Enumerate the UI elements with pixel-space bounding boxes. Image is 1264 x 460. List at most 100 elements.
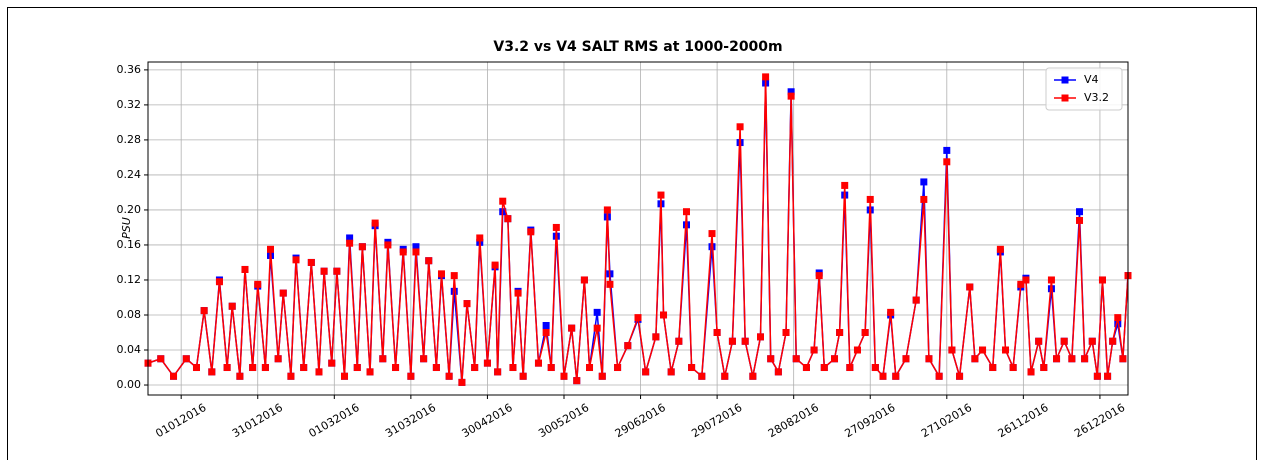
data-point xyxy=(603,206,611,214)
x-tick-label: 31032016 xyxy=(383,401,438,440)
series-line xyxy=(147,82,1129,383)
data-point xyxy=(866,195,874,203)
data-point xyxy=(499,197,507,205)
data-point xyxy=(948,346,956,354)
data-point xyxy=(445,372,453,380)
data-point xyxy=(261,364,269,372)
data-point xyxy=(458,378,466,386)
data-point xyxy=(200,307,208,315)
y-tick-label: 0.32 xyxy=(117,98,142,111)
data-point xyxy=(182,355,190,363)
data-point xyxy=(504,215,512,223)
data-point xyxy=(966,283,974,291)
x-tick-label: 27102016 xyxy=(919,401,974,440)
data-point xyxy=(366,368,374,376)
data-point xyxy=(815,272,823,280)
data-point xyxy=(307,258,315,266)
data-point xyxy=(254,280,262,288)
data-point xyxy=(358,243,366,251)
grid xyxy=(148,62,1128,395)
data-point xyxy=(792,355,800,363)
data-point xyxy=(483,359,491,367)
data-point xyxy=(580,276,588,284)
data-point xyxy=(208,368,216,376)
legend-label: V3.2 xyxy=(1084,91,1109,104)
data-point xyxy=(371,219,379,227)
data-point xyxy=(1022,276,1030,284)
y-tick-label: 0.36 xyxy=(117,63,142,76)
data-point xyxy=(989,364,997,372)
data-point xyxy=(586,364,594,372)
x-tick-label: 27092016 xyxy=(842,401,897,440)
x-tick-label: 26122016 xyxy=(1072,401,1127,440)
data-point xyxy=(315,368,323,376)
data-point xyxy=(1027,368,1035,376)
data-point xyxy=(407,372,415,380)
data-point xyxy=(935,372,943,380)
data-point xyxy=(519,372,527,380)
data-point xyxy=(287,372,295,380)
y-tick-label: 0.08 xyxy=(117,308,142,321)
y-tick-label: 0.04 xyxy=(117,343,142,356)
data-point xyxy=(1076,216,1084,224)
data-point xyxy=(1068,355,1076,363)
data-point xyxy=(450,272,458,280)
data-point xyxy=(1114,320,1122,328)
data-point xyxy=(249,364,257,372)
data-point xyxy=(552,223,560,231)
data-point xyxy=(223,364,231,372)
data-point xyxy=(267,245,274,253)
data-point xyxy=(432,364,440,372)
data-point xyxy=(598,372,606,380)
legend-label: V4 xyxy=(1084,73,1099,86)
data-point xyxy=(879,372,887,380)
data-point xyxy=(425,257,433,265)
data-point xyxy=(471,364,479,372)
data-point xyxy=(606,280,614,288)
data-point xyxy=(379,355,387,363)
data-point xyxy=(509,364,517,372)
data-point xyxy=(667,368,675,376)
data-point xyxy=(292,256,300,264)
data-point xyxy=(412,243,420,251)
data-point xyxy=(157,355,165,363)
data-point xyxy=(346,239,354,247)
plot-area xyxy=(144,73,1132,386)
data-point xyxy=(757,333,764,341)
data-point xyxy=(192,364,200,372)
data-point xyxy=(1104,372,1112,380)
data-point xyxy=(341,372,349,380)
data-point xyxy=(437,270,445,278)
data-point xyxy=(841,181,849,189)
data-point xyxy=(527,228,535,236)
data-point xyxy=(767,355,775,363)
data-point xyxy=(333,267,341,275)
data-point xyxy=(353,364,361,372)
x-tick-label: 30052016 xyxy=(536,401,591,440)
data-point xyxy=(514,289,522,297)
data-point xyxy=(279,289,287,297)
data-point xyxy=(774,368,782,376)
data-point xyxy=(1035,337,1043,345)
data-point xyxy=(660,311,668,319)
data-point xyxy=(861,328,869,336)
x-tick-label: 26112016 xyxy=(996,401,1051,440)
data-point xyxy=(399,248,407,256)
data-point xyxy=(736,123,744,131)
data-point xyxy=(1114,314,1122,322)
data-point xyxy=(820,364,828,372)
data-point xyxy=(1119,355,1127,363)
axes-frame xyxy=(147,61,1129,396)
data-point xyxy=(1076,208,1084,216)
data-point xyxy=(688,364,696,372)
legend: V4 V3.2 xyxy=(1045,67,1123,111)
data-point xyxy=(892,372,900,380)
y-tick-label: 0.16 xyxy=(117,238,142,251)
data-point xyxy=(920,195,928,203)
data-point xyxy=(675,337,683,345)
y-tick-label: 0.00 xyxy=(117,378,142,391)
data-point xyxy=(1017,280,1025,288)
x-tick-label: 01012016 xyxy=(153,401,208,440)
